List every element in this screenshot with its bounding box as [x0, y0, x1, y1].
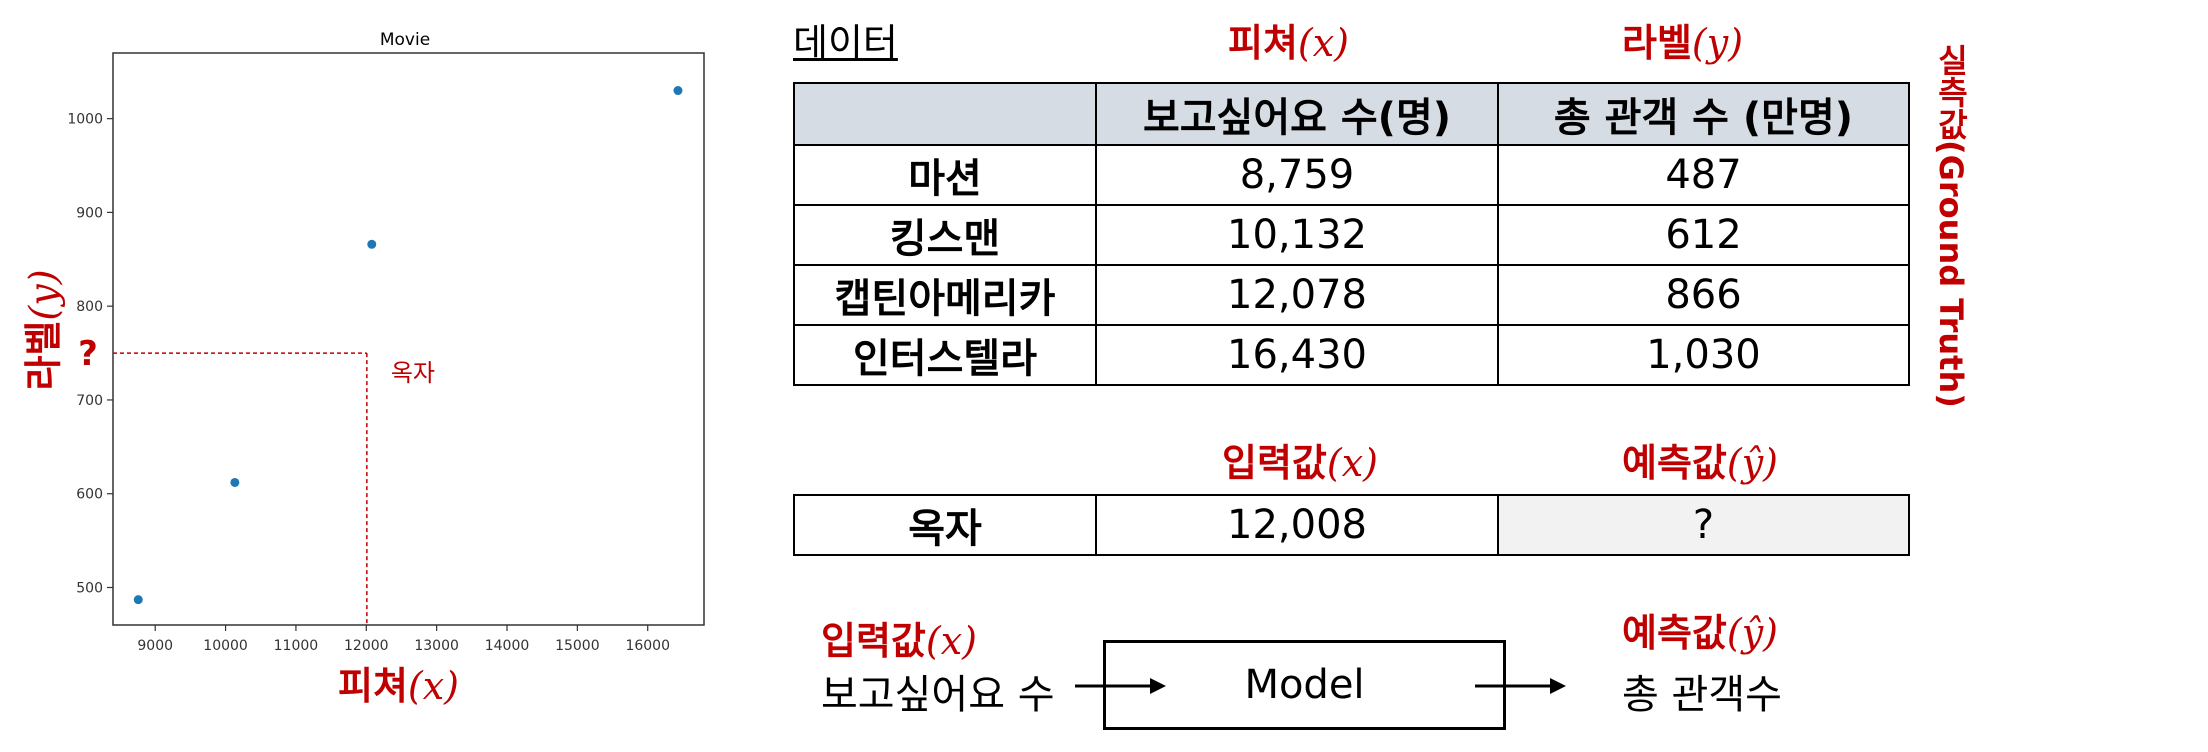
header-cell-empty — [793, 82, 1097, 146]
scatter-chart: Movie 9000 10000 11000 12000 13000 14000 15000… — [67, 30, 705, 654]
movie-name-cell: 마션 — [793, 144, 1097, 206]
table-row: 마션 8,759 487 — [793, 144, 1910, 206]
viewers-cell: 866 — [1497, 264, 1910, 326]
data-point — [367, 239, 377, 249]
want-count-cell: 8,759 — [1095, 144, 1499, 206]
input-heading-math: (x) — [1326, 441, 1378, 485]
input-heading-text: 입력값 — [1222, 441, 1327, 485]
x-axis-label-text: 피쳐 — [338, 664, 408, 708]
output-arrow — [1475, 678, 1566, 694]
y-axis-label-math: (y) — [21, 269, 66, 321]
query-marker: ? — [78, 334, 98, 374]
table-row: 인터스텔라 16,430 1,030 — [793, 324, 1910, 386]
x-axis-label: 피쳐(x) — [338, 655, 459, 710]
data-point — [673, 86, 683, 96]
x-tick-label: 13000 — [414, 638, 459, 654]
model-output-title-math: (ŷ) — [1726, 611, 1779, 655]
y-axis-ticks: 500 600 700 800 900 1000 — [67, 112, 113, 596]
model-input-title-text: 입력값 — [821, 619, 926, 663]
ground-truth-label: 실측값(Ground Truth) — [1932, 44, 1970, 408]
model-label: Model — [1244, 662, 1365, 708]
chart-title: Movie — [380, 30, 430, 50]
data-table: 보고싶어요 수(명) 총 관객 수 (만명) 마션 8,759 487 킹스맨 … — [793, 82, 1910, 386]
y-tick-label: 1000 — [67, 112, 103, 128]
want-count-cell: 10,132 — [1095, 204, 1499, 266]
x-tick-label: 12000 — [344, 638, 389, 654]
model-output-title-text: 예측값 — [1622, 611, 1727, 655]
viewers-cell: 612 — [1497, 204, 1910, 266]
movie-name-cell: 인터스텔라 — [793, 324, 1097, 386]
y-tick-label: 900 — [76, 205, 103, 221]
feature-heading-text: 피쳐 — [1228, 21, 1298, 65]
query-row: 옥자 12,008 ? — [793, 494, 1910, 556]
x-tick-label: 14000 — [485, 638, 530, 654]
prediction-heading-text: 예측값 — [1622, 441, 1727, 485]
model-input-text: 보고싶어요 수 — [821, 672, 1055, 718]
x-tick-label: 9000 — [137, 638, 173, 654]
x-tick-label: 11000 — [274, 638, 319, 654]
want-count-cell: 12,078 — [1095, 264, 1499, 326]
input-arrow — [1075, 678, 1166, 694]
query-want-count-cell: 12,008 — [1095, 494, 1499, 556]
query-table: 옥자 12,008 ? — [793, 494, 1910, 556]
data-title: 데이터 — [793, 21, 898, 65]
header-cell-want: 보고싶어요 수(명) — [1095, 82, 1499, 146]
y-tick-label: 800 — [76, 299, 103, 315]
model-output-text: 총 관객수 — [1622, 672, 1782, 718]
input-heading: 입력값(x) — [1222, 432, 1378, 487]
feature-heading-math: (x) — [1297, 21, 1350, 65]
feature-heading: 피쳐(x) — [1228, 12, 1349, 67]
plot-frame — [112, 52, 705, 626]
want-count-cell: 16,430 — [1095, 324, 1499, 386]
y-tick-label: 700 — [76, 393, 103, 409]
table-row: 킹스맨 10,132 612 — [793, 204, 1910, 266]
table-header-row: 보고싶어요 수(명) 총 관객 수 (만명) — [793, 82, 1910, 146]
y-tick-label: 600 — [76, 487, 103, 503]
viewers-cell: 487 — [1497, 144, 1910, 206]
data-points — [133, 86, 683, 605]
prediction-heading-math: (ŷ) — [1726, 441, 1779, 485]
query-movie-name-cell: 옥자 — [793, 494, 1097, 556]
header-cell-viewers: 총 관객 수 (만명) — [1497, 82, 1910, 146]
movie-name-cell: 캡틴아메리카 — [793, 264, 1097, 326]
query-guides — [113, 352, 368, 625]
table-row: 캡틴아메리카 12,078 866 — [793, 264, 1910, 326]
viewers-cell: 1,030 — [1497, 324, 1910, 386]
label-heading-math: (y) — [1691, 21, 1744, 65]
data-point — [230, 477, 240, 487]
label-heading-text: 라벨 — [1622, 21, 1692, 65]
query-unknown-cell: ? — [1497, 494, 1910, 556]
x-axis-label-math: (x) — [407, 664, 460, 708]
x-tick-label: 15000 — [555, 638, 600, 654]
x-axis-ticks: 9000 10000 11000 12000 13000 14000 15000 16000 — [137, 625, 670, 654]
model-output-title: 예측값(ŷ) — [1622, 602, 1778, 657]
data-point — [133, 595, 143, 605]
model-input-title-math: (x) — [925, 619, 977, 663]
x-tick-label: 16000 — [625, 638, 670, 654]
prediction-heading: 예측값(ŷ) — [1622, 432, 1778, 487]
y-tick-label: 500 — [76, 580, 103, 596]
model-input-title: 입력값(x) — [821, 610, 977, 665]
x-tick-label: 10000 — [203, 638, 248, 654]
model-box: Model — [1103, 640, 1506, 730]
query-label: 옥자 — [391, 359, 435, 387]
movie-name-cell: 킹스맨 — [793, 204, 1097, 266]
label-heading: 라벨(y) — [1622, 12, 1743, 67]
y-axis-label-text: 라벨 — [21, 320, 66, 391]
y-axis-label: 라벨(y) — [13, 269, 68, 390]
